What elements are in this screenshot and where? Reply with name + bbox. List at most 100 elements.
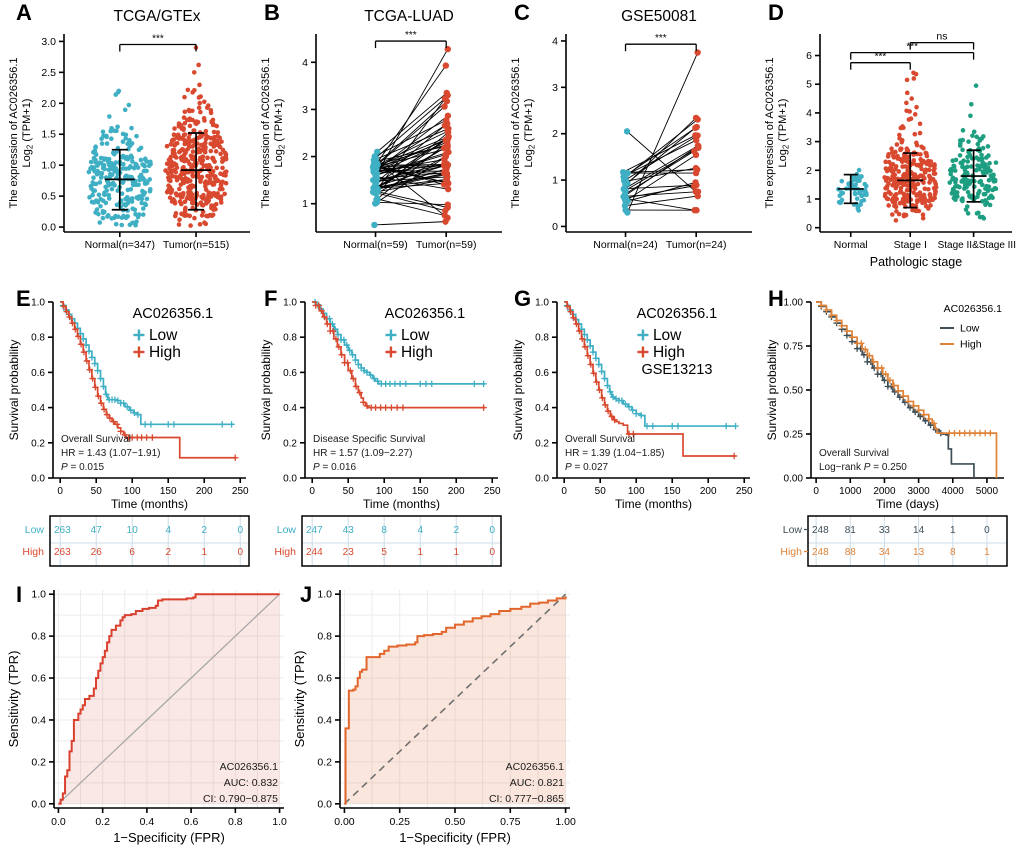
- svg-text:0.0: 0.0: [51, 816, 66, 828]
- pair-lines: [622, 52, 699, 213]
- panel-d-letter: D: [768, 0, 784, 25]
- svg-text:263: 263: [54, 525, 71, 536]
- svg-text:4: 4: [165, 525, 171, 536]
- svg-text:100: 100: [628, 486, 645, 497]
- axis-labels: Time (months) Survival probability: [259, 340, 440, 511]
- svg-text:Survival probability: Survival probability: [7, 340, 21, 441]
- significance: ***: [624, 33, 697, 52]
- svg-text:5: 5: [806, 79, 812, 91]
- svg-text:Time (months): Time (months): [615, 497, 692, 511]
- svg-text:0.0: 0.0: [283, 474, 297, 485]
- svg-text:250: 250: [232, 486, 249, 497]
- svg-text:33: 33: [879, 525, 891, 536]
- svg-text:5: 5: [381, 547, 387, 558]
- panel-a-expression-tcga-gtex: 0.0 0.5 1.0 1.5 2.0 2.5 3.0 *** TCGA/GTEx Normal(…: [6, 4, 256, 278]
- svg-text:0.0: 0.0: [31, 474, 45, 485]
- svg-text:8: 8: [950, 547, 956, 558]
- svg-text:Low: Low: [277, 524, 297, 536]
- svg-text:0.2: 0.2: [317, 756, 332, 768]
- svg-text:The expression of AC026356.1: The expression of AC026356.1: [510, 57, 522, 208]
- panel-b-letter: B: [264, 0, 280, 25]
- svg-text:0: 0: [237, 525, 243, 536]
- svg-text:AC026356.1: AC026356.1: [637, 306, 718, 322]
- svg-text:Survival probability: Survival probability: [259, 340, 273, 441]
- svg-text:2: 2: [302, 151, 308, 163]
- svg-text:1.0: 1.0: [272, 816, 287, 828]
- svg-text:0.25: 0.25: [784, 430, 804, 441]
- svg-text:Overall Survival: Overall Survival: [61, 434, 131, 445]
- svg-text:3: 3: [552, 82, 558, 94]
- svg-text:Low: Low: [653, 327, 682, 344]
- svg-text:47: 47: [91, 525, 103, 536]
- svg-text:Low: Low: [401, 327, 430, 344]
- svg-text:0: 0: [561, 486, 567, 497]
- svg-text:0: 0: [57, 486, 63, 497]
- svg-text:13: 13: [913, 547, 925, 558]
- svg-text:1: 1: [806, 194, 812, 206]
- svg-text:1: 1: [302, 198, 308, 210]
- svg-text:ns: ns: [936, 31, 947, 43]
- svg-text:2000: 2000: [873, 486, 896, 497]
- error-bars: [837, 149, 987, 209]
- svg-text:81: 81: [845, 525, 857, 536]
- svg-text:***: ***: [655, 33, 667, 44]
- svg-text:2: 2: [201, 525, 207, 536]
- svg-text:Tumor(n=59): Tumor(n=59): [416, 239, 477, 251]
- svg-text:0.0: 0.0: [535, 474, 549, 485]
- svg-text:High: High: [22, 546, 44, 558]
- points: [369, 45, 452, 229]
- svg-text:250: 250: [484, 486, 501, 497]
- svg-text:1.0: 1.0: [283, 298, 297, 309]
- svg-text:100: 100: [376, 486, 393, 497]
- svg-text:0: 0: [552, 221, 558, 233]
- km-curves: [311, 298, 487, 411]
- svg-text:Log2 (TPM+1): Log2 (TPM+1): [777, 99, 791, 168]
- svg-text:0.0: 0.0: [317, 798, 332, 810]
- svg-text:Pathologic stage: Pathologic stage: [870, 255, 962, 269]
- svg-text:0.6: 0.6: [184, 816, 199, 828]
- svg-text:88: 88: [845, 547, 857, 558]
- svg-text:0.6: 0.6: [317, 673, 332, 685]
- points: [836, 70, 999, 223]
- svg-text:0.2: 0.2: [95, 816, 110, 828]
- svg-text:0.50: 0.50: [784, 386, 804, 397]
- annotation: AC026356.1 AUC: 0.832 CI: 0.790−0.875: [203, 761, 278, 805]
- svg-text:***: ***: [906, 42, 918, 53]
- svg-text:0: 0: [806, 222, 812, 234]
- svg-text:1.0: 1.0: [317, 589, 332, 601]
- svg-text:AUC: 0.832: AUC: 0.832: [224, 777, 278, 789]
- svg-text:0.00: 0.00: [784, 474, 804, 485]
- diagonal-reference-line: [57, 593, 281, 805]
- svg-text:***: ***: [152, 34, 164, 45]
- svg-text:Overall Survival: Overall Survival: [819, 448, 889, 459]
- svg-text:Time (months): Time (months): [363, 497, 440, 511]
- svg-text:200: 200: [448, 486, 465, 497]
- svg-text:50: 50: [343, 486, 355, 497]
- svg-text:0: 0: [489, 525, 495, 536]
- svg-text:1: 1: [950, 525, 956, 536]
- panel-g-km-gse13213: 0.0 0.2 0.4 0.6 0.8 1.0 0 50 100 150 200 250 AC02635…: [510, 290, 764, 516]
- svg-text:1000: 1000: [839, 486, 862, 497]
- panel-c-letter: C: [514, 0, 530, 25]
- svg-text:263: 263: [54, 547, 71, 558]
- svg-text:Low: Low: [960, 323, 980, 335]
- svg-text:4000: 4000: [942, 486, 965, 497]
- points: [86, 45, 229, 228]
- svg-text:0.0: 0.0: [31, 798, 46, 810]
- svg-text:0.8: 0.8: [228, 816, 243, 828]
- axes: 0.00 0.25 0.50 0.75 1.00 0 1000 2000 3000 4000 500…: [784, 298, 1004, 497]
- svg-text:2: 2: [165, 547, 171, 558]
- axes: 0.0 0.2 0.4 0.6 0.8 1.0 0 50 100 150 200 250: [535, 298, 753, 498]
- panel-c-paired-gse50081: 0 1 2 3 4 *** GSE50081 Normal(n=24) Tumor(n=24) T…: [508, 4, 758, 278]
- axes: 0.0 0.2 0.4 0.6 0.8 1.0 0.00 0.25 0.50 0.75 1.00: [317, 589, 576, 828]
- svg-text:0.4: 0.4: [317, 714, 332, 726]
- svg-text:Sensitivity (TPR): Sensitivity (TPR): [6, 651, 21, 748]
- svg-text:Sensitivity (TPR): Sensitivity (TPR): [292, 651, 307, 748]
- svg-text:HR = 1.57 (1.09−2.27): HR = 1.57 (1.09−2.27): [313, 448, 413, 459]
- svg-text:Overall Survival: Overall Survival: [565, 434, 635, 445]
- svg-text:High: High: [274, 546, 296, 558]
- svg-text:1: 1: [552, 175, 558, 187]
